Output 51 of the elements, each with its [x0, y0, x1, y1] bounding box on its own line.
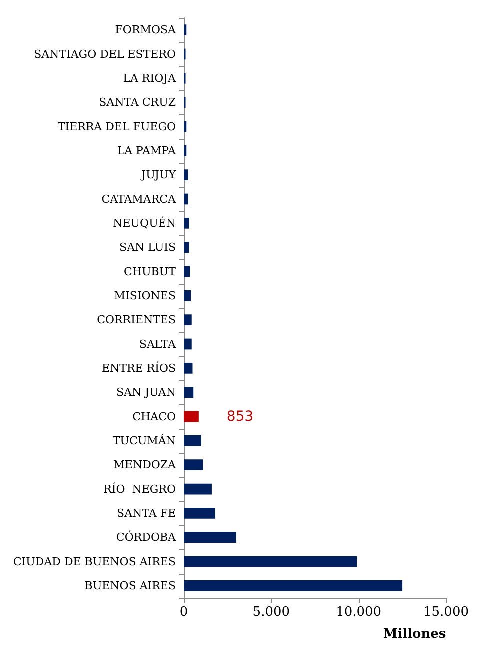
bar: [184, 484, 212, 495]
bar: [184, 24, 187, 36]
bar: [184, 338, 192, 350]
x-axis-title: Millones: [383, 627, 446, 642]
bar: [184, 411, 199, 422]
bar: [184, 290, 191, 302]
bar: [184, 314, 192, 326]
y-tick-label: TIERRA DEL FUEGO: [58, 120, 176, 134]
y-tick-label: SANTA FE: [117, 506, 176, 520]
y-tick-label: CHACO: [132, 410, 176, 424]
bar: [184, 460, 204, 471]
bar: [184, 242, 190, 254]
bar: [184, 145, 187, 156]
y-tick-label: TUCUMÁN: [112, 433, 176, 448]
bar: [184, 532, 236, 544]
y-tick-label: SALTA: [139, 338, 178, 351]
y-tick-label: CHUBUT: [124, 265, 177, 278]
bar: [184, 170, 188, 181]
y-tick-label: CATAMARCA: [102, 192, 178, 206]
y-tick-label: BUENOS AIRES: [84, 579, 176, 592]
y-tick-label: SAN JUAN: [116, 386, 176, 400]
bar: [184, 556, 358, 568]
x-tick-label: 0: [180, 605, 188, 620]
y-tick-label: LA RIOJA: [123, 72, 178, 85]
y-tick-label: SAN LUIS: [120, 241, 176, 254]
y-tick-label: NEUQUÉN: [113, 216, 176, 230]
y-tick-label: CORRIENTES: [97, 314, 176, 327]
bar: [184, 387, 194, 398]
x-tick-label: 15.000: [424, 605, 470, 620]
data-label: 853: [226, 408, 254, 425]
y-tick-label: CIUDAD DE BUENOS AIRES: [13, 555, 176, 568]
y-tick-label: SANTA CRUZ: [99, 96, 176, 110]
y-tick-label: MISIONES: [114, 289, 176, 302]
y-tick-label: SANTIAGO DEL ESTERO: [34, 48, 176, 61]
x-tick-label: 5.000: [252, 605, 290, 620]
bar: [184, 218, 190, 229]
bar: [184, 580, 403, 592]
bar: [184, 508, 216, 519]
y-tick-label: LA PAMPA: [117, 144, 178, 158]
y-tick-label: MENDOZA: [114, 458, 178, 472]
bar: [184, 362, 193, 374]
bar: [184, 266, 190, 278]
y-tick-label: RÍO NEGRO: [104, 482, 176, 496]
y-tick-label: ENTRE RÍOS: [102, 360, 176, 375]
bar: [184, 121, 187, 132]
x-tick-label: 10.000: [336, 605, 382, 620]
y-tick-label: JUJUY: [140, 168, 177, 182]
y-tick-label: CÓRDOBA: [116, 530, 178, 544]
bar: [184, 194, 188, 205]
y-tick-label: FORMOSA: [115, 24, 178, 37]
bar: [184, 435, 202, 446]
